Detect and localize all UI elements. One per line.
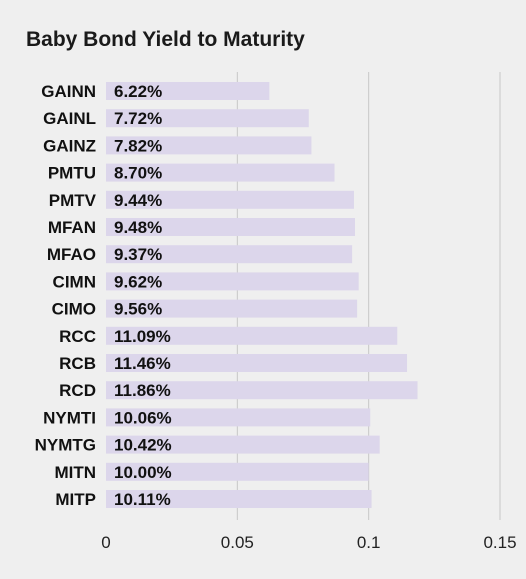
bar <box>106 218 356 236</box>
category-label: MITN <box>54 463 96 482</box>
category-label: RCC <box>59 327 96 346</box>
value-label: 11.09% <box>114 327 171 346</box>
x-tick-label: 0.05 <box>221 533 254 552</box>
category-label: GAINL <box>43 109 96 128</box>
bar <box>106 245 353 264</box>
value-label: 8.70% <box>114 164 162 183</box>
category-label: PMTU <box>48 164 96 183</box>
value-label: 9.44% <box>114 191 162 210</box>
category-label: NYMTI <box>43 408 96 427</box>
bar <box>106 435 380 454</box>
x-tick-label: 0 <box>101 533 110 552</box>
value-label: 7.72% <box>114 109 162 128</box>
bar <box>106 82 270 100</box>
category-label: MFAO <box>47 245 96 264</box>
value-label: 9.37% <box>114 245 162 264</box>
category-label: MITP <box>55 490 96 509</box>
value-label: 11.46% <box>114 354 171 373</box>
bar <box>106 354 408 372</box>
chart-title: Baby Bond Yield to Maturity <box>26 28 305 51</box>
bar <box>106 272 359 291</box>
value-label: 6.22% <box>114 82 162 101</box>
bar <box>106 408 371 427</box>
bar <box>106 462 369 481</box>
bar <box>106 136 312 155</box>
bar <box>106 490 372 508</box>
value-label: 10.11% <box>114 490 171 509</box>
bar <box>106 299 358 318</box>
bar <box>106 326 398 345</box>
bar <box>106 163 335 182</box>
bar <box>106 109 309 128</box>
x-tick-label: 0.1 <box>357 533 381 552</box>
category-label: GAINZ <box>43 136 96 155</box>
category-label: GAINN <box>41 82 96 101</box>
category-label: PMTV <box>49 191 97 210</box>
category-label: CIMN <box>53 272 96 291</box>
category-label: MFAN <box>48 218 96 237</box>
value-label: 9.62% <box>114 272 162 291</box>
value-label: 9.48% <box>114 218 162 237</box>
category-label: RCB <box>59 354 96 373</box>
value-label: 7.82% <box>114 136 162 155</box>
category-label: CIMO <box>52 300 96 319</box>
x-tick-label: 0.15 <box>483 533 516 552</box>
value-label: 11.86% <box>114 381 171 400</box>
value-label: 10.00% <box>114 463 172 482</box>
value-label: 9.56% <box>114 300 162 319</box>
bar <box>106 190 354 209</box>
category-label: NYMTG <box>35 436 96 455</box>
value-label: 10.06% <box>114 408 172 427</box>
value-label: 10.42% <box>114 436 172 455</box>
category-label: RCD <box>59 381 96 400</box>
bar <box>106 381 418 400</box>
